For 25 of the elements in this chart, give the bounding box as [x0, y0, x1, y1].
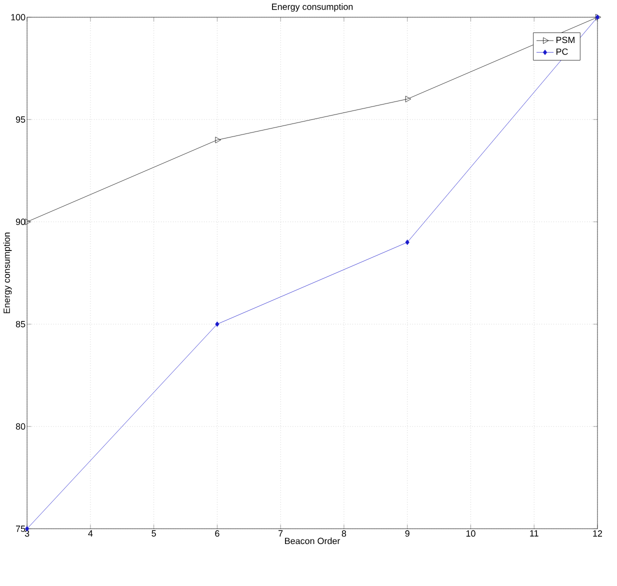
chart-title: Energy consumption — [272, 3, 353, 12]
x-tick-label: 10 — [466, 530, 476, 537]
x-tick-label: 8 — [342, 530, 346, 537]
x-tick-label: 12 — [593, 530, 602, 537]
x-tick-label: 11 — [530, 530, 538, 536]
x-tick-label: 7 — [278, 530, 283, 536]
legend-label: PSM — [556, 36, 574, 44]
y-tick-label: 100 — [11, 14, 26, 20]
y-tick-label: 80 — [16, 423, 26, 430]
x-axis-title: Beacon Order — [285, 537, 340, 544]
y-tick-label: 75 — [16, 526, 26, 532]
legend-label: PC — [556, 48, 568, 55]
point — [215, 136, 221, 144]
y-tick-label: 95 — [16, 116, 26, 123]
x-tick-label: 5 — [152, 530, 156, 537]
point — [25, 218, 31, 226]
point — [215, 321, 220, 327]
point — [405, 240, 410, 245]
point — [405, 96, 412, 102]
x-tick-label: 4 — [88, 530, 93, 536]
x-tick-label: 9 — [405, 530, 410, 537]
y-tick-label: 85 — [16, 320, 26, 328]
x-tick-label: 6 — [215, 530, 220, 537]
y-axis-title: Energy consumption — [3, 232, 12, 314]
x-tick-label: 3 — [24, 530, 30, 537]
